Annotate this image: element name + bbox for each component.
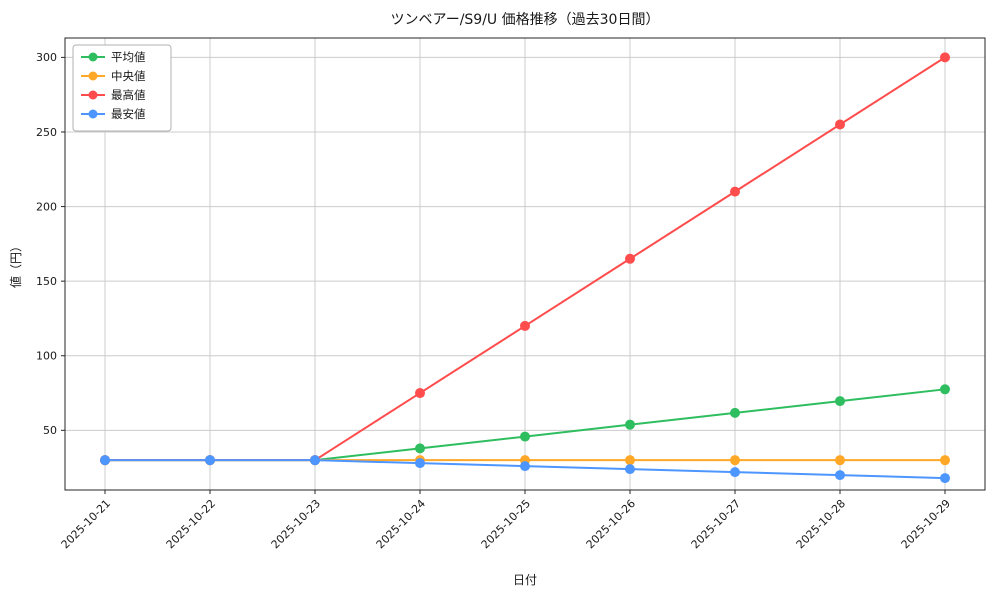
data-point (415, 458, 425, 469)
grid-lines (65, 38, 985, 490)
legend-entry: 最高値 (81, 88, 146, 102)
x-tick-label: 2025-10-24 (374, 497, 428, 551)
data-point (310, 455, 320, 466)
data-point (625, 419, 635, 430)
legend-entry: 平均値 (81, 50, 146, 64)
data-point (520, 461, 530, 472)
data-point (940, 473, 950, 484)
data-point (835, 455, 845, 466)
data-point (730, 186, 740, 197)
y-tick-labels: 50 100 150 200 250 300 (36, 51, 65, 437)
x-tick-label: 2025-10-28 (794, 497, 848, 551)
x-tick-label: 2025-10-21 (59, 497, 113, 551)
data-point (520, 431, 530, 442)
plot-area: 2025-10-21 2025-10-22 2025-10-23 2025-10-24… (36, 37, 986, 551)
legend-marker-icon (88, 109, 98, 119)
legend-label: 中央値 (111, 69, 146, 83)
data-point (625, 455, 635, 466)
x-tick-label: 2025-10-29 (899, 497, 953, 551)
data-point (835, 470, 845, 481)
y-tick-label: 200 (36, 200, 57, 213)
x-tick-label: 2025-10-25 (479, 497, 533, 551)
legend-label: 平均値 (111, 50, 146, 64)
x-tick-label: 2025-10-22 (164, 497, 218, 551)
data-point (625, 464, 635, 475)
series-最安値 (100, 455, 950, 484)
data-point (940, 455, 950, 466)
chart-title: ツンベアー/S9/U 価格推移（過去30日間） (391, 12, 660, 28)
legend-entry: 最安値 (81, 107, 146, 121)
y-tick-label: 150 (36, 275, 57, 288)
data-point (415, 443, 425, 454)
x-tick-labels: 2025-10-21 2025-10-22 2025-10-23 2025-10-24… (59, 490, 953, 551)
data-point (940, 52, 950, 63)
legend-marker-icon (88, 90, 98, 100)
data-point (100, 455, 110, 466)
legend-label: 最安値 (111, 107, 146, 121)
data-point (205, 455, 215, 466)
legend-label: 最高値 (111, 88, 146, 102)
x-tick-label: 2025-10-26 (584, 497, 638, 551)
x-tick-label: 2025-10-27 (689, 497, 743, 551)
data-point (625, 253, 635, 264)
x-axis-label: 日付 (513, 573, 537, 587)
y-tick-label: 100 (36, 350, 57, 363)
y-tick-label: 50 (43, 424, 57, 437)
legend-entry: 中央値 (81, 69, 146, 83)
data-point (835, 119, 845, 130)
y-tick-label: 250 (36, 126, 57, 139)
data-point (415, 388, 425, 399)
legend-marker-icon (88, 71, 98, 81)
y-tick-label: 300 (36, 51, 57, 64)
x-tick-label: 2025-10-23 (269, 497, 323, 551)
data-point (730, 407, 740, 418)
data-point (730, 455, 740, 466)
legend-box (72, 44, 172, 132)
y-axis-label: 値（円） (8, 240, 23, 288)
data-point (520, 320, 530, 331)
legend-marker-icon (88, 52, 98, 62)
data-point (940, 384, 950, 395)
data-point (835, 396, 845, 407)
data-point (730, 467, 740, 478)
